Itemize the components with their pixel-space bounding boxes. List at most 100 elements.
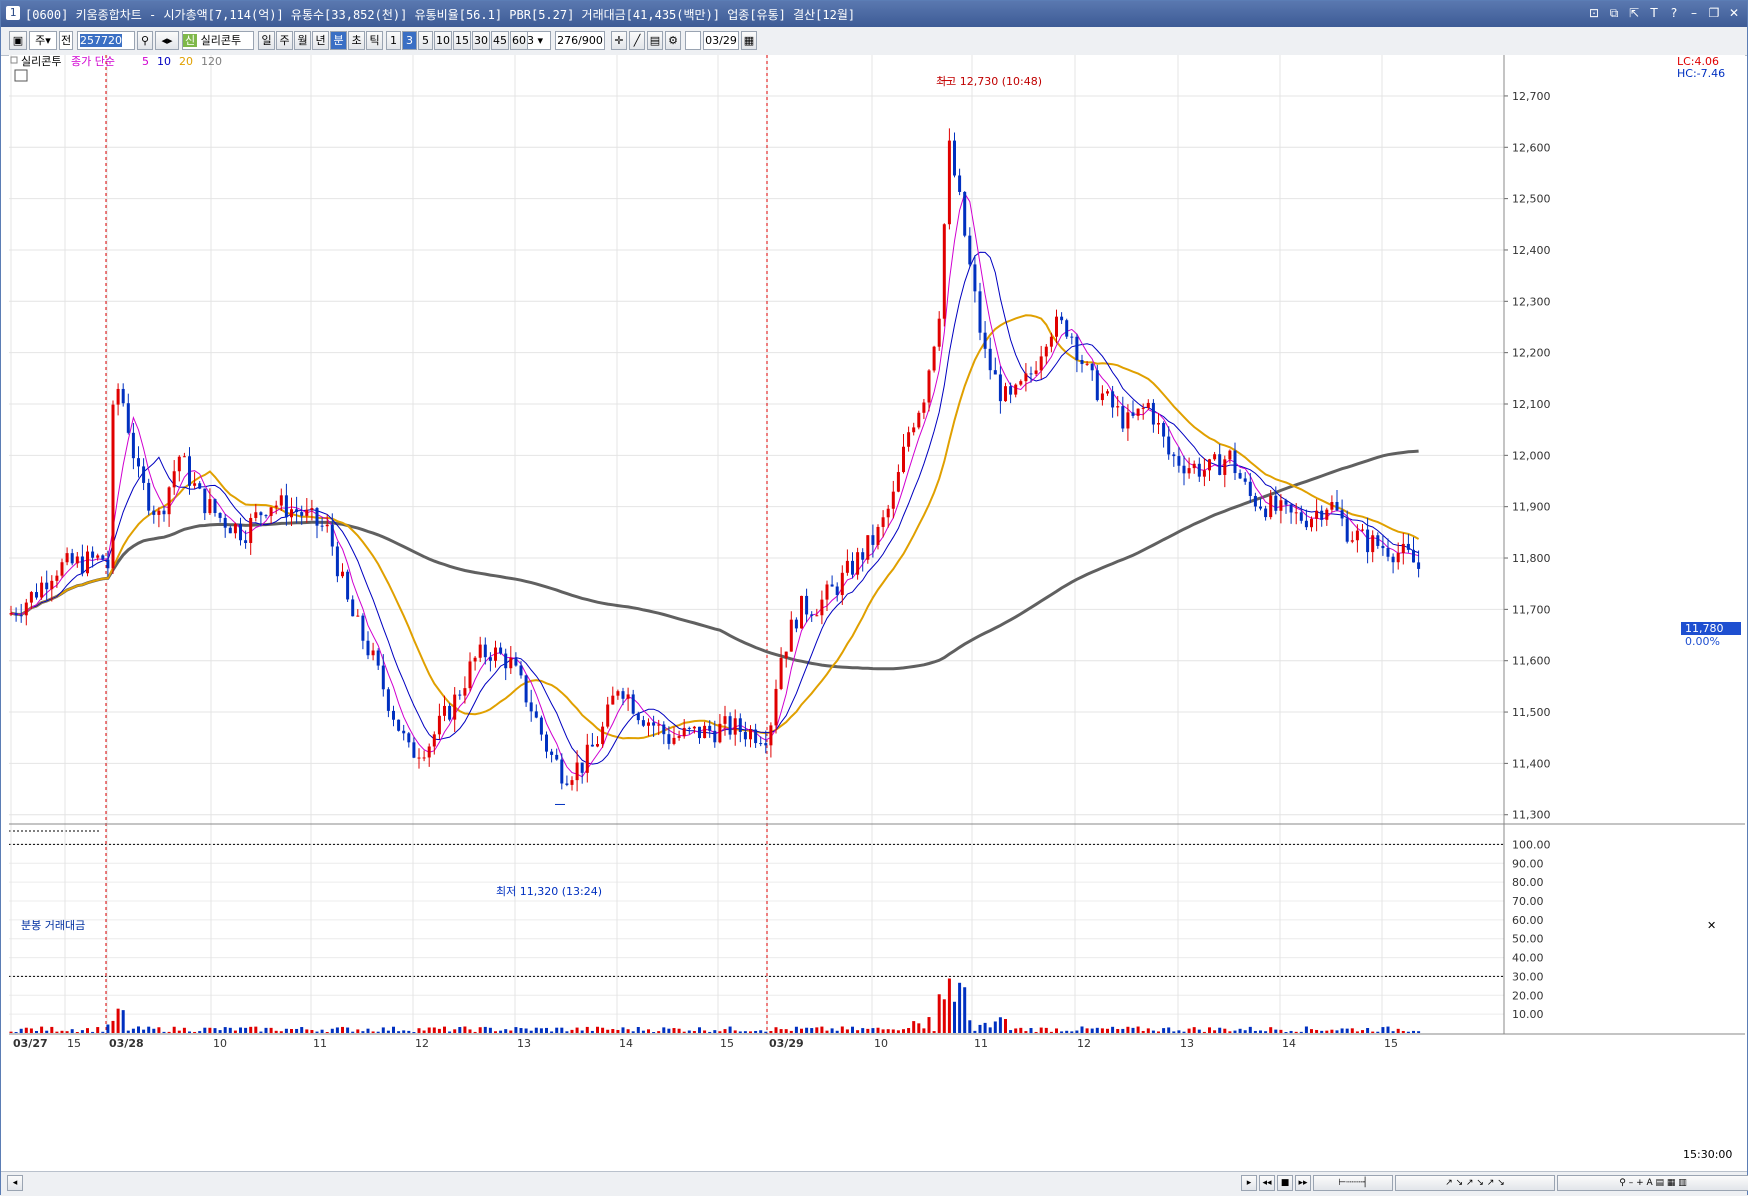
zoom-tools-icon[interactable]: ⚲ – + A ▤ ▦ ▥ — [1557, 1175, 1748, 1191]
volume-bar — [1406, 1031, 1410, 1033]
candle-body — [1116, 406, 1120, 408]
candle-body — [330, 524, 334, 547]
layout-icon[interactable]: ▣ — [9, 31, 27, 50]
volume-bar — [208, 1027, 212, 1033]
volume-bar — [687, 1030, 691, 1033]
candle-body — [1213, 454, 1217, 460]
volume-bar — [463, 1026, 467, 1033]
volume-bar — [147, 1026, 151, 1033]
period-button-5[interactable]: 초 — [348, 31, 365, 50]
scroll-bar[interactable]: ◂ ▸ ◂◂ ■ ▸▸ ⊢┄┄┄┤ ↗ ↘ ↗ ↘ ↗ ↘ ⚲ – + A ▤ … — [1, 1171, 1748, 1196]
period-button-0[interactable]: 일 — [258, 31, 275, 50]
candle-body — [856, 552, 860, 575]
volume-bar — [504, 1029, 508, 1033]
day-separators — [105, 55, 768, 1034]
chart-area[interactable]: 12,700 12,600 12,500 12,400 12,300 12,200 12,1… — [9, 55, 1745, 1162]
end-time-label: 15:30:00 — [1683, 1148, 1732, 1161]
market-select[interactable]: 주▾ — [29, 31, 57, 50]
volume-bar — [759, 1030, 763, 1033]
volume-bar — [494, 1031, 497, 1033]
candle-body — [1376, 535, 1380, 546]
minute-button-30[interactable]: 30 — [472, 31, 490, 50]
ruler-icon[interactable]: ⊢┄┄┄┤ — [1313, 1175, 1393, 1191]
scroll-left-icon[interactable]: ◂ — [7, 1175, 23, 1191]
period-button-2[interactable]: 월 — [294, 31, 311, 50]
data-count-field[interactable]: 276/900 — [555, 31, 605, 50]
candle-body — [1167, 436, 1171, 455]
candle-body — [1024, 373, 1028, 382]
minute-button-60[interactable]: 60 — [510, 31, 528, 50]
current-price: 11,780 — [1685, 622, 1724, 635]
crosshair-icon[interactable]: ✛ — [611, 31, 627, 50]
candle-body — [504, 653, 508, 669]
period-button-6[interactable]: 틱 — [366, 31, 383, 50]
volume-bar — [1284, 1032, 1288, 1033]
period-button-4[interactable]: 분 — [330, 31, 347, 50]
save-icon[interactable]: ▤ — [647, 31, 663, 50]
volume-bar — [927, 1017, 931, 1033]
table-icon[interactable] — [14, 69, 28, 82]
candle-body — [65, 553, 69, 563]
stock-code-input[interactable]: 257720 — [77, 31, 135, 50]
trendline-icon[interactable]: ╱ — [629, 31, 645, 50]
candle-body — [1090, 363, 1094, 371]
minute-button-5[interactable]: 5 — [418, 31, 433, 50]
volume-bar — [1187, 1028, 1191, 1033]
candle-body — [1187, 468, 1191, 474]
candle-body — [611, 695, 615, 705]
period-button-1[interactable]: 주 — [276, 31, 293, 50]
candle-body — [1070, 336, 1074, 338]
minute-button-3[interactable]: 3 — [402, 31, 417, 50]
stock-name-field[interactable]: 신 실리콘투 — [182, 31, 254, 50]
candle-body — [585, 744, 589, 773]
range-select[interactable]: 전 — [59, 31, 73, 50]
volume-bar — [937, 994, 941, 1033]
candle-body — [361, 615, 365, 641]
candle-body — [764, 743, 768, 746]
pane-menu-icon[interactable] — [10, 56, 18, 64]
volume-bar — [539, 1028, 543, 1033]
volume-bar — [840, 1026, 844, 1033]
date-checkbox[interactable] — [685, 31, 701, 50]
minute-button-10[interactable]: 10 — [434, 31, 452, 50]
minute-button-1[interactable]: 1 — [386, 31, 401, 50]
candle-body — [1401, 543, 1405, 554]
forward-icon[interactable]: ▸▸ — [1295, 1175, 1311, 1191]
restore-icon[interactable]: ❐ — [1708, 6, 1720, 20]
volume-tick-label: 70.00 — [1512, 895, 1544, 908]
copy-window-icon[interactable]: ⧉ — [1609, 6, 1619, 20]
price-tick-label: 12,600 — [1512, 141, 1551, 154]
sound-icon[interactable]: ◂▸ — [155, 31, 179, 50]
minute-button-45[interactable]: 45 — [491, 31, 509, 50]
candle-body — [315, 508, 319, 526]
stop-icon[interactable]: ■ — [1277, 1175, 1293, 1191]
minimize-icon[interactable]: – — [1691, 6, 1697, 20]
candle-body — [1315, 510, 1319, 519]
date-field[interactable]: 03/29 — [703, 31, 739, 50]
period-button-3[interactable]: 년 — [312, 31, 329, 50]
price-tick-label: 11,700 — [1512, 603, 1551, 616]
price-tick-label: 11,600 — [1512, 655, 1551, 668]
minute-button-15[interactable]: 15 — [453, 31, 471, 50]
rewind-icon[interactable]: ◂◂ — [1259, 1175, 1275, 1191]
help-icon[interactable]: ? — [1670, 6, 1678, 20]
candle-body — [1310, 518, 1313, 528]
volume-bar — [1294, 1031, 1298, 1033]
close-icon[interactable]: ✕ — [1728, 6, 1740, 20]
link-icon[interactable]: ⊡ — [1588, 6, 1600, 20]
close-pane-icon[interactable]: ✕ — [1707, 919, 1716, 932]
pin-icon[interactable]: ⇱ — [1628, 6, 1640, 20]
candle-body — [274, 505, 278, 508]
calendar-icon[interactable]: ▦ — [741, 31, 757, 50]
settings-icon[interactable]: ⚙ — [665, 31, 681, 50]
scroll-right-icon[interactable]: ▸ — [1241, 1175, 1257, 1191]
price-chart[interactable]: 12,700 12,600 12,500 12,400 12,300 12,200 12,1… — [9, 55, 1745, 1162]
volume-bar — [580, 1030, 584, 1033]
volume-bar — [432, 1027, 436, 1033]
pattern-tools-icon[interactable]: ↗ ↘ ↗ ↘ ↗ ↘ — [1395, 1175, 1555, 1191]
volume-bar — [677, 1028, 681, 1033]
font-icon[interactable]: T — [1650, 6, 1658, 20]
search-icon[interactable]: ⚲ — [137, 31, 153, 50]
volume-bar — [1075, 1030, 1079, 1033]
candle-body — [1172, 454, 1176, 457]
